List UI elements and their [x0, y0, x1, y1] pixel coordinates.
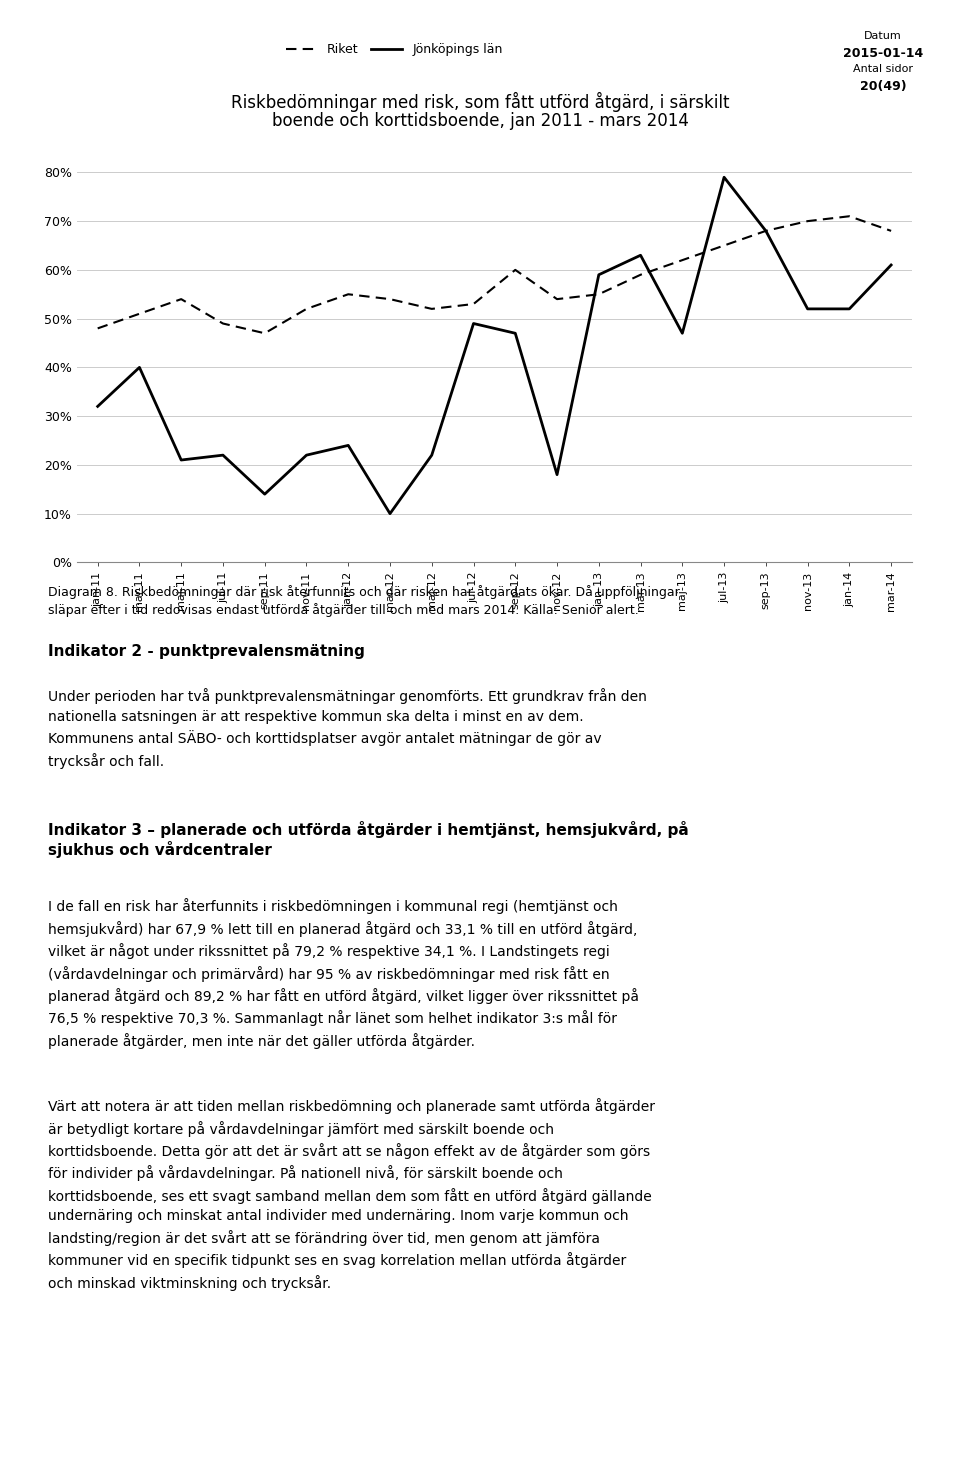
Text: Indikator 2 - punktprevalensmätning: Indikator 2 - punktprevalensmätning — [48, 644, 365, 659]
Text: Diagram 8. Riskbedömningar där risk återfunnits och där risken har åtgärdats öka: Diagram 8. Riskbedömningar där risk åter… — [48, 585, 680, 617]
Text: Under perioden har två punktprevalensmätningar genomförts. Ett grundkrav från de: Under perioden har två punktprevalensmät… — [48, 688, 647, 768]
Text: Riskbedömningar med risk, som fått utförd åtgärd, i särskilt: Riskbedömningar med risk, som fått utför… — [230, 92, 730, 112]
Legend: Riket, Jönköpings län: Riket, Jönköpings län — [280, 38, 508, 61]
Text: Indikator 3 – planerade och utförda åtgärder i hemtjänst, hemsjukvård, på
sjukhu: Indikator 3 – planerade och utförda åtgä… — [48, 821, 688, 858]
Text: 2015-01-14: 2015-01-14 — [843, 47, 924, 61]
Text: 20(49): 20(49) — [860, 80, 906, 93]
Text: Värt att notera är att tiden mellan riskbedömning och planerade samt utförda åtg: Värt att notera är att tiden mellan risk… — [48, 1098, 655, 1291]
Text: boende och korttidsboende, jan 2011 - mars 2014: boende och korttidsboende, jan 2011 - ma… — [272, 112, 688, 130]
Text: I de fall en risk har återfunnits i riskbedömningen i kommunal regi (hemtjänst o: I de fall en risk har återfunnits i risk… — [48, 898, 639, 1049]
Text: Antal sidor: Antal sidor — [853, 64, 913, 74]
Text: Datum: Datum — [864, 31, 902, 41]
